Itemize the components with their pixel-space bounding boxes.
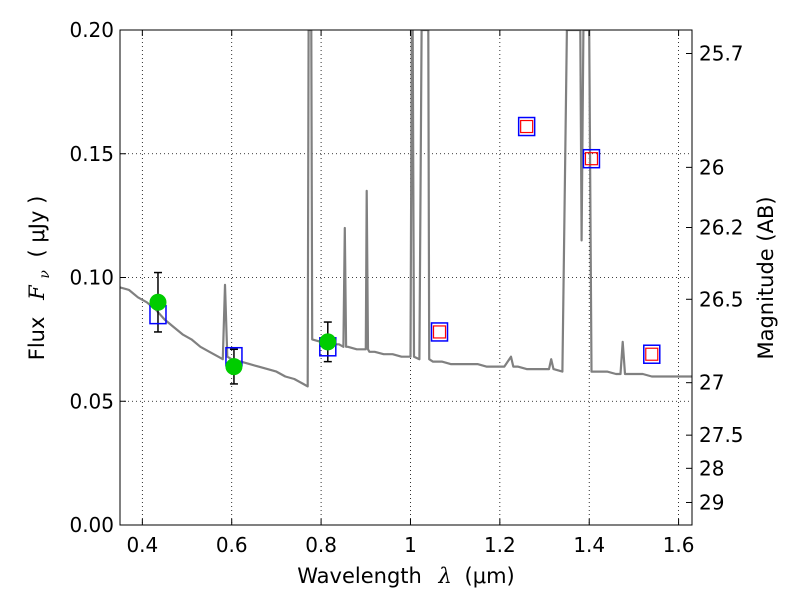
model-photometry-square [643,344,661,364]
observed-photometry-point [225,358,243,376]
x-tick-label: 1.2 [484,533,516,557]
y2-tick-label: 26 [699,155,724,179]
x-axis-label-text: Wavelength [297,564,422,588]
y-axis-label: Flux F ν ( μJy ) [25,196,54,361]
model-photometry-square [582,148,601,169]
grid [120,29,692,526]
x-tick-label: 1 [404,533,417,557]
x-tick-label: 0.6 [216,533,248,557]
y-tick-label: 0.20 [69,18,114,42]
y-axis-label-text: Flux [25,317,49,361]
y-tick-label: 0.05 [69,389,114,413]
y2-tick-label: 28 [699,456,724,480]
y-tick-label: 0.10 [69,266,114,290]
observed-photometry-point [149,293,167,311]
observed-flux-square [645,347,659,361]
y2-tick-label: 26.5 [699,287,744,311]
model-photometry-square [430,322,449,342]
x-tick-label: 1.6 [663,533,695,557]
observed-flux-square [432,325,447,339]
x-tick-label: 1.4 [573,533,605,557]
observed-photometry-point [319,333,337,351]
x-axis-label-symbol: λ [438,564,452,588]
y-axis-label-symbol: F [25,284,49,301]
x-axis-label-unit: (μm) [465,564,515,588]
y2-axis: 25.7 26 26.2 26.5 27 27.5 28 29 [686,42,744,514]
y-axis-label-sub: ν [37,270,53,279]
x-tick-label: 0.4 [126,533,158,557]
y2-tick-label: 27 [699,371,724,395]
y-axis: 0.00 0.05 0.10 0.15 0.20 [69,18,126,537]
y2-tick-label: 25.7 [699,42,744,66]
spectrum-line [120,30,692,388]
y-axis-label-unit: ( μJy ) [25,196,49,258]
y2-tick-label: 27.5 [699,423,744,447]
x-tick-label: 0.8 [305,533,337,557]
y2-axis-label: Magnitude (AB) [754,196,778,359]
y2-tick-label: 26.2 [699,216,744,240]
observed-flux-square [584,152,599,166]
x-axis: 0.4 0.6 0.8 1 1.2 1.4 1.6 [126,30,695,557]
y-tick-label: 0.00 [69,513,114,537]
y2-tick-label: 29 [699,490,724,514]
observed-flux-square [520,119,534,134]
model-photometry-square [517,116,536,137]
plot-area [120,30,692,388]
y-tick-label: 0.15 [69,142,114,166]
x-axis-label: Wavelength λ (μm) [297,564,514,588]
axes-frame [119,29,693,526]
